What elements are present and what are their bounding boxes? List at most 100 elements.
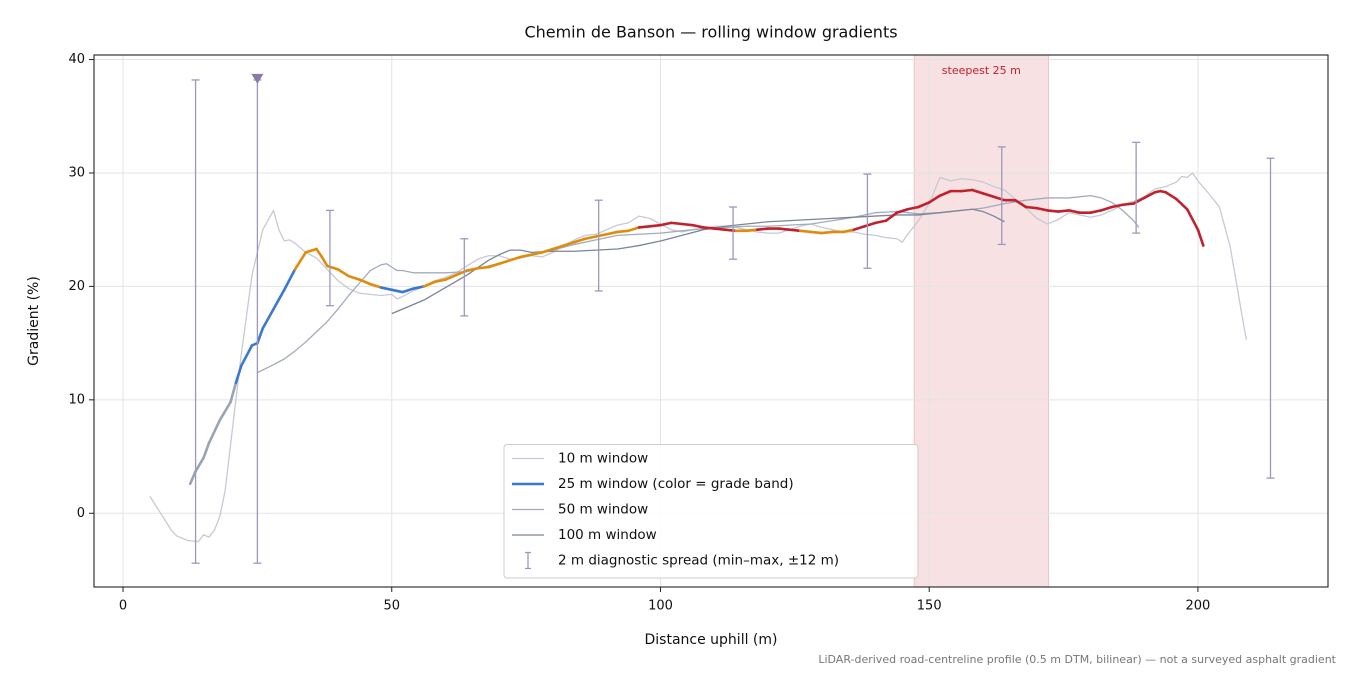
line-segment [809, 230, 824, 235]
line-segment [917, 201, 931, 209]
line-segment [293, 251, 308, 271]
line-segment [465, 266, 480, 272]
line-segment [325, 264, 340, 271]
line-segment [487, 262, 501, 269]
line-segment [239, 344, 254, 368]
line-segment [218, 400, 232, 422]
series-line [391, 208, 1005, 315]
line-segment [422, 280, 437, 288]
x-tick-label: 0 [119, 599, 127, 614]
x-axis-label: Distance uphill (m) [645, 632, 778, 648]
line-segment [723, 228, 738, 233]
line-segment [745, 228, 759, 233]
legend-label: 100 m window [558, 527, 657, 543]
x-tick-label: 150 [917, 599, 942, 614]
line-segment [433, 278, 447, 284]
line-segment [960, 188, 974, 193]
line-segment [476, 265, 490, 270]
footnote: LiDAR-derived road-centreline profile (0… [818, 653, 1336, 666]
peak-marker [251, 73, 264, 84]
legend-label: 25 m window (color = grade band) [558, 476, 794, 492]
line-segment [336, 268, 351, 278]
line-segment [1121, 202, 1135, 207]
line-segment [194, 456, 205, 473]
line-segment [938, 189, 953, 197]
line-segment [390, 288, 404, 294]
line-segment [1099, 205, 1114, 212]
line-segment [358, 278, 372, 286]
line-segment [594, 232, 609, 238]
line-segment [981, 192, 996, 199]
line-segment [863, 221, 877, 228]
line-segment [702, 226, 716, 230]
line-segment [680, 222, 695, 227]
line-segment [368, 282, 383, 289]
line-segment [874, 219, 888, 225]
line-segment [788, 228, 802, 233]
y-tick-label: 20 [68, 279, 85, 294]
line-segment [691, 223, 705, 229]
line-segment [261, 307, 275, 330]
y-tick-label: 40 [68, 52, 85, 67]
line-segment [1110, 203, 1124, 209]
span-label: steepest 25 m [942, 64, 1021, 77]
legend-label: 50 m window [558, 502, 648, 518]
line-segment [188, 469, 197, 486]
line-segment [1046, 209, 1060, 213]
x-tick-label: 50 [383, 599, 400, 614]
line-segment [1132, 196, 1146, 205]
line-segment [927, 194, 942, 204]
line-segment [1196, 228, 1205, 247]
line-segment [207, 418, 222, 445]
line-segment [229, 381, 238, 404]
line-segment [1089, 209, 1103, 214]
chart-title: Chemin de Banson — rolling window gradie… [524, 23, 897, 42]
line-segment [320, 255, 329, 268]
y-axis-label: Gradient (%) [26, 276, 42, 366]
line-segment [637, 224, 652, 229]
line-segment [852, 224, 867, 231]
line-segment [669, 221, 684, 226]
line-segment [798, 229, 813, 234]
line-segment [347, 274, 361, 281]
line-segment [777, 227, 791, 231]
line-segment [530, 251, 544, 256]
x-tick-label: 100 [648, 599, 673, 614]
line-segment [605, 230, 619, 236]
line-segment [508, 255, 523, 262]
line-segment [1185, 207, 1200, 231]
line-segment [401, 287, 415, 294]
series-line [257, 195, 1140, 374]
line-segment [540, 247, 555, 254]
line-segment [444, 273, 458, 281]
line-segment [1067, 209, 1081, 214]
line-segment [583, 235, 598, 241]
line-segment [616, 229, 630, 234]
highlight-span [913, 54, 1050, 588]
legend-box [503, 444, 919, 579]
line-segment [562, 240, 576, 247]
y-tick-label: 10 [68, 392, 85, 407]
line-segment [626, 226, 641, 233]
line-segment [648, 223, 662, 228]
line-segment [304, 247, 318, 254]
line-segment [411, 285, 426, 290]
x-tick-label: 200 [1186, 599, 1211, 614]
legend-label: 2 m diagnostic spread (min–max, ±12 m) [558, 553, 839, 569]
line-segment [659, 221, 673, 227]
line-segment [315, 247, 324, 259]
line-segment [573, 237, 587, 244]
line-segment [272, 288, 286, 311]
line-segment [1175, 197, 1189, 211]
line-segment [755, 227, 770, 231]
plot-frame [93, 54, 1329, 588]
line-segment [379, 286, 394, 292]
line-segment [519, 253, 533, 259]
line-segment [1164, 190, 1178, 201]
series-line [149, 172, 1247, 543]
line-segment [282, 268, 297, 292]
line-segment [970, 188, 985, 195]
y-tick-label: 0 [77, 506, 85, 521]
line-segment [884, 211, 899, 222]
line-segment [1142, 190, 1157, 200]
